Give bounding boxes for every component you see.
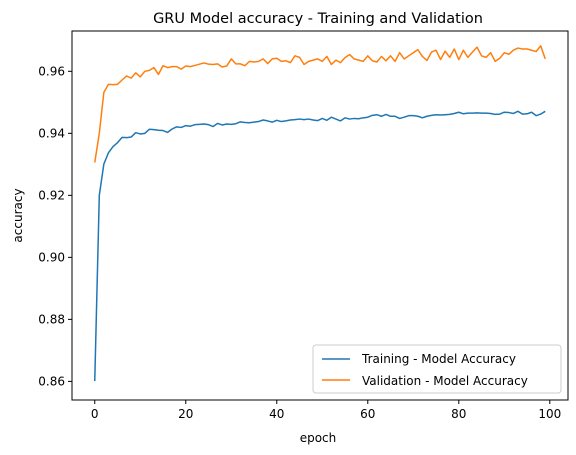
y-tick-label: 0.94 <box>38 126 65 140</box>
series-line-validation <box>94 45 546 163</box>
y-tick-label: 0.90 <box>38 250 65 264</box>
x-tick-label: 100 <box>538 407 561 421</box>
x-tick-label: 40 <box>269 407 284 421</box>
y-tick-label: 0.96 <box>38 64 65 78</box>
series-line-training <box>94 110 546 382</box>
legend-label-training: Training - Model Accuracy <box>361 352 516 366</box>
y-tick-label: 0.92 <box>38 188 65 202</box>
y-axis: 0.86 0.88 0.90 0.92 0.94 0.96 <box>38 64 72 388</box>
legend-box <box>312 344 562 394</box>
x-tick-label: 60 <box>360 407 375 421</box>
y-tick-label: 0.86 <box>38 374 65 388</box>
y-tick-label: 0.88 <box>38 312 65 326</box>
x-tick-label: 80 <box>451 407 466 421</box>
legend-label-validation: Validation - Model Accuracy <box>362 374 528 388</box>
plot-area <box>71 30 569 401</box>
x-tick-label: 0 <box>91 407 99 421</box>
legend: Training - Model Accuracy Validation - M… <box>312 344 562 394</box>
y-axis-label: accuracy <box>11 188 25 242</box>
x-axis-label: epoch <box>300 431 337 445</box>
series-layer <box>94 45 546 382</box>
chart-title: GRU Model accuracy - Training and Valida… <box>153 11 483 27</box>
x-axis: 0 20 40 60 80 100 <box>91 400 561 421</box>
x-tick-label: 20 <box>178 407 193 421</box>
